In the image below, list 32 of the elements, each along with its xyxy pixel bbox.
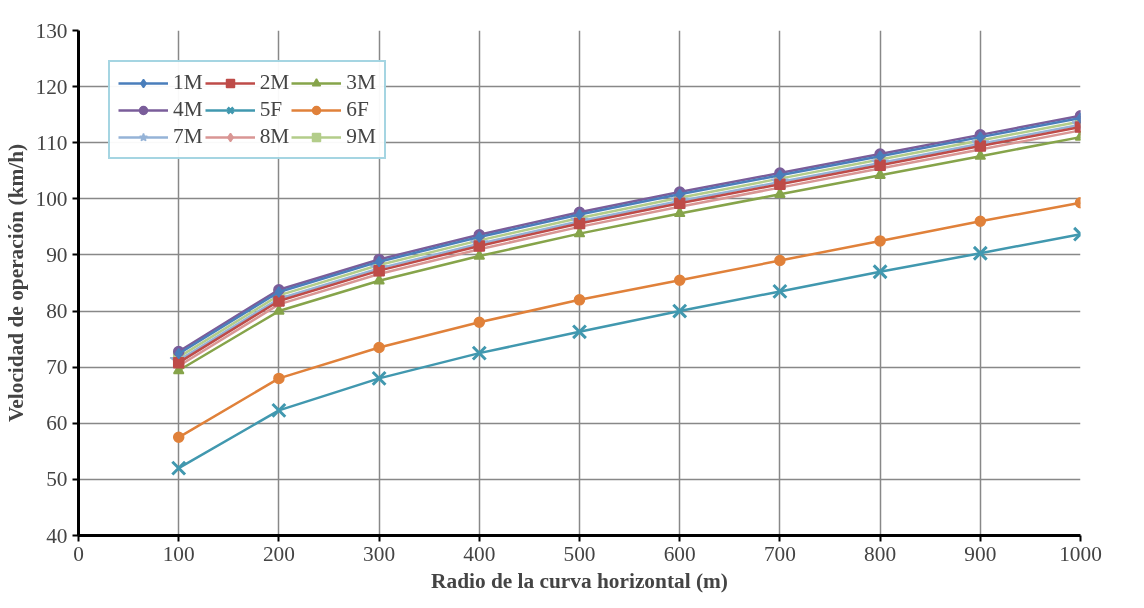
y-tick-label: 60 <box>46 411 68 436</box>
x-tick-label: 300 <box>363 541 396 566</box>
legend-label: 4M <box>173 97 203 122</box>
x-tick-label: 700 <box>763 541 796 566</box>
y-tick-label: 130 <box>35 18 68 43</box>
x-tick-label: 0 <box>73 541 84 566</box>
x-tick-label: 200 <box>262 541 295 566</box>
y-axis-title: Velocidad de operación (km/h) <box>3 143 28 423</box>
x-tick-label: 500 <box>563 541 596 566</box>
y-tick-label: 40 <box>46 523 68 548</box>
x-tick-label: 600 <box>663 541 696 566</box>
y-tick-label: 90 <box>46 242 68 267</box>
legend-label: 9M <box>346 124 376 149</box>
x-tick-label: 900 <box>964 541 997 566</box>
x-tick-label: 100 <box>162 541 195 566</box>
x-tick-label: 1000 <box>1059 541 1102 566</box>
x-tick-label: 800 <box>864 541 897 566</box>
y-tick-label: 110 <box>36 130 68 155</box>
legend-label: 3M <box>346 70 376 95</box>
y-tick-label: 70 <box>46 355 68 380</box>
legend-label: 7M <box>173 124 203 149</box>
legend-label: 1M <box>173 70 203 95</box>
y-tick-label: 120 <box>35 74 68 99</box>
y-tick-label: 80 <box>46 299 68 324</box>
legend-label: 8M <box>259 124 290 149</box>
legend-label: 2M <box>259 70 290 95</box>
legend-label: 5F <box>259 97 283 122</box>
y-tick-label: 50 <box>46 467 68 492</box>
y-tick-label: 100 <box>35 186 68 211</box>
x-tick-label: 400 <box>463 541 496 566</box>
legend-label: 6F <box>346 97 369 122</box>
x-axis-title: Radio de la curva horizontal (m) <box>431 568 728 593</box>
